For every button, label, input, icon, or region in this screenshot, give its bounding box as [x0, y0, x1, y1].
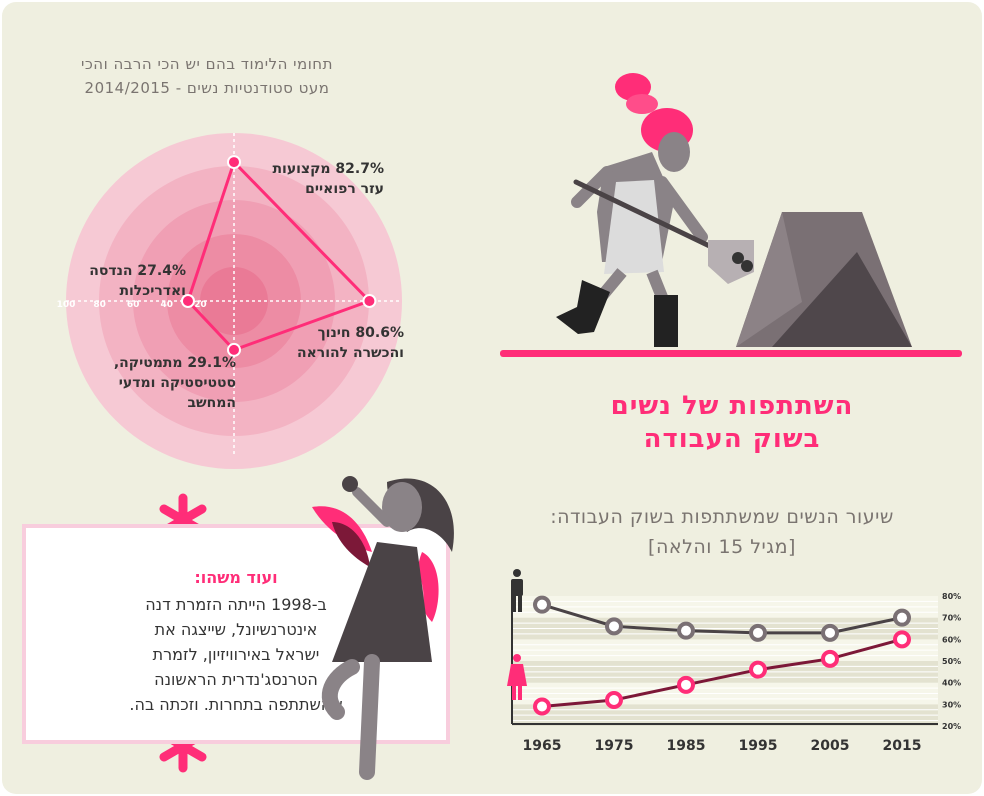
x-tick-label: 2015 — [883, 738, 922, 754]
radar-point — [227, 342, 241, 357]
x-tick-label: 1975 — [595, 738, 634, 754]
radar-label-medical: 82.7% מקצועות עזר רפואיים — [272, 161, 384, 197]
y-tick-label: 40% — [942, 679, 961, 688]
y-tick-label: 30% — [942, 700, 961, 709]
y-tick-label: 20% — [942, 722, 961, 731]
radar-point — [227, 155, 241, 170]
x-tick-label: 2005 — [811, 738, 850, 754]
radar-point — [362, 294, 377, 308]
men-point — [605, 617, 623, 636]
y-tick-label: 70% — [942, 614, 961, 623]
x-tick-label: 1995 — [739, 738, 778, 754]
men-series-line — [541, 603, 903, 635]
men-point — [533, 595, 551, 614]
radar-label-education: 80.6% חינוך והכשרה להוראה — [296, 325, 404, 361]
women-point — [677, 675, 695, 694]
women-point — [821, 649, 839, 668]
women-point — [893, 630, 911, 649]
x-tick-label: 1965 — [523, 738, 562, 754]
women-point — [605, 691, 623, 709]
men-point — [893, 608, 911, 627]
ground-line — [500, 350, 962, 357]
trivia-heading: ועוד משהו: — [194, 568, 278, 587]
line-x-ticks: 1965 1975 1985 1995 2005 2015 — [523, 738, 922, 754]
radar-tick-label: 60 — [127, 300, 140, 310]
man-icon — [511, 569, 523, 612]
radar-tick-label: 40 — [161, 300, 174, 310]
radar-points — [180, 155, 377, 357]
men-series-points — [533, 595, 911, 642]
radar-label-engineering: 27.4% הנדסה ואדריכלות — [89, 263, 186, 299]
trivia-body: ב-1998 הייתה הזמרת דנה אינטרנשיונל, שייצ… — [129, 595, 343, 714]
women-point — [749, 660, 767, 679]
radar-chart-title: תחומי הלימוד בהם יש הכי הרבה והכי מעט סט… — [81, 55, 333, 97]
radar-tick-label: 20 — [194, 300, 207, 310]
men-point — [749, 623, 767, 642]
y-tick-label: 80% — [942, 592, 961, 601]
line-chart: 80% 70% 60% 50% 40% 30% 20% 1965 1975 1985 1995 20… — [511, 590, 961, 754]
radar-tick-label: 80 — [93, 300, 106, 310]
y-tick-label: 50% — [942, 657, 961, 666]
women-series-points — [533, 630, 911, 716]
y-tick-label: 60% — [942, 635, 961, 644]
rock-illustration — [736, 212, 912, 347]
digging-woman-illustration — [556, 73, 754, 347]
men-point — [677, 621, 695, 640]
radar-point — [180, 294, 195, 308]
x-tick-label: 1985 — [667, 738, 706, 754]
radar-ticks: 100 80 60 40 20 — [57, 300, 207, 310]
line-y-ticks: 80% 70% 60% 50% 40% 30% 20% — [942, 592, 961, 731]
women-point — [533, 697, 551, 716]
women-series-line — [541, 637, 903, 708]
men-point — [821, 623, 839, 642]
radar-tick-label: 100 — [57, 300, 76, 310]
radar-label-math: 29.1% מתמטיקה, סטטיסטיקה ומדעי המחשב — [113, 355, 236, 411]
line-chart-title: שיעור הנשים שמשתתפות בשוק העבודה: [מגיל … — [550, 506, 894, 558]
main-title: השתתפות של נשים בשוק העבודה — [610, 391, 854, 454]
singer-illustration — [312, 476, 454, 780]
woman-icon — [507, 654, 527, 700]
